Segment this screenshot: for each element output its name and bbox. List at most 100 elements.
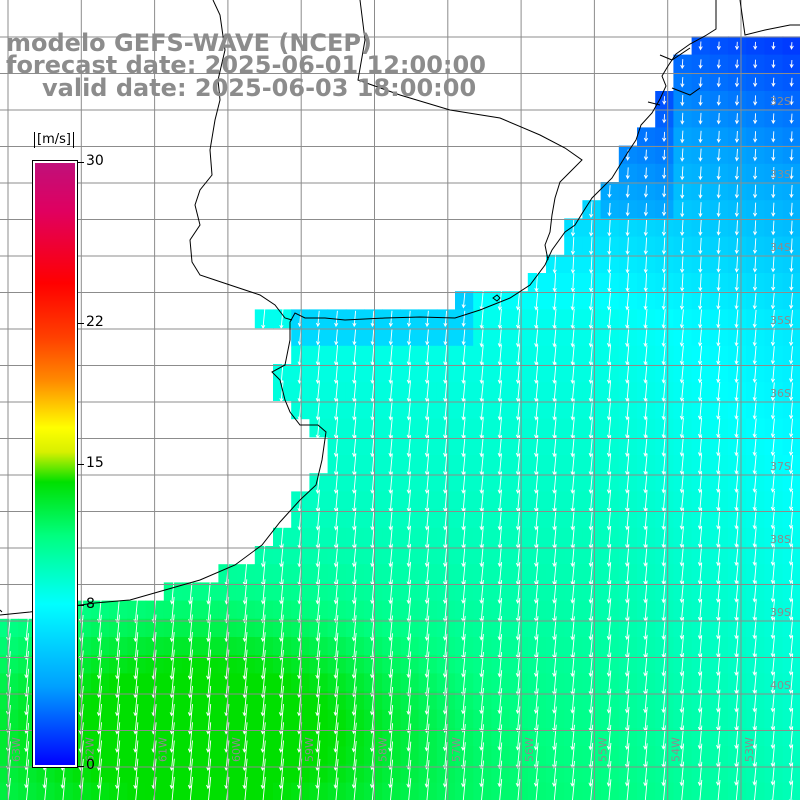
wind-arrow: [680, 77, 685, 88]
wind-arrow: [625, 291, 630, 311]
wind-arrow: [206, 740, 212, 772]
wind-arrow: [661, 689, 666, 714]
wind-arrow: [788, 527, 794, 548]
wind-arrow: [770, 309, 776, 328]
wind-arrow: [442, 633, 448, 660]
wind-arrow: [388, 381, 393, 403]
wind-arrow: [206, 579, 211, 605]
wind-arrow: [443, 328, 448, 346]
wind-arrow: [753, 41, 758, 51]
wind-arrow: [716, 41, 721, 51]
wind-arrow: [661, 761, 666, 787]
wind-arrow: [788, 509, 794, 530]
wind-arrow: [133, 667, 139, 699]
wind-arrow: [661, 652, 666, 677]
wind-arrow: [260, 667, 266, 699]
wind-arrow: [333, 381, 339, 403]
wind-arrow: [406, 687, 412, 716]
wind-arrow: [771, 149, 776, 162]
wind-arrow: [352, 344, 357, 366]
wind-arrow: [734, 113, 739, 125]
wind-arrow: [171, 776, 175, 800]
wind-arrow: [734, 400, 739, 420]
wind-arrow: [698, 112, 703, 125]
wind-arrow: [515, 326, 521, 348]
wind-arrow: [169, 740, 175, 772]
wind-arrow: [206, 614, 212, 643]
wind-arrow: [206, 704, 212, 735]
wind-arrow: [315, 579, 321, 605]
wind-arrow: [589, 237, 594, 256]
wind-arrow: [187, 740, 193, 772]
wind-arrow: [351, 722, 357, 753]
wind-arrow: [789, 220, 794, 236]
wind-arrow: [352, 363, 357, 385]
wind-arrow: [788, 744, 794, 768]
wind-arrow: [770, 400, 775, 420]
wind-arrow: [169, 579, 175, 605]
wind-arrow: [734, 635, 739, 658]
wind-arrow: [135, 776, 139, 800]
wind-arrow: [552, 580, 557, 604]
wind-arrow: [625, 616, 630, 641]
wind-arrow: [770, 635, 775, 658]
wind-arrow: [770, 454, 775, 475]
wind-arrow: [479, 688, 484, 715]
wind-arrow: [260, 649, 266, 680]
wind-arrow: [351, 615, 357, 642]
wind-arrow: [770, 292, 776, 310]
wind-arrow: [716, 472, 721, 494]
wind-arrow: [570, 363, 575, 385]
wind-arrow: [752, 454, 757, 475]
wind-arrow: [188, 579, 193, 605]
wind-arrow: [315, 668, 321, 698]
wind-arrow: [588, 652, 594, 678]
wind-arrow: [388, 399, 393, 421]
wind-arrow: [461, 615, 466, 641]
wind-arrow: [770, 346, 775, 365]
wind-arrow: [680, 273, 685, 292]
wind-arrow: [734, 220, 739, 236]
wind-arrow: [570, 381, 575, 403]
longitude-label: 54W: [670, 737, 683, 762]
wind-arrow: [662, 185, 667, 198]
wind-arrow: [789, 400, 794, 420]
wind-arrow: [789, 292, 794, 310]
wind-arrow: [443, 399, 448, 421]
wind-arrow: [187, 758, 193, 790]
wind-arrow: [697, 454, 703, 475]
wind-arrow: [606, 688, 612, 714]
wind-arrow: [716, 345, 721, 365]
wind-arrow: [716, 635, 721, 658]
wind-arrow: [461, 742, 466, 770]
wind-arrow: [461, 633, 466, 660]
wind-arrow: [388, 686, 394, 716]
wind-arrow: [278, 667, 284, 699]
wind-arrow: [697, 598, 703, 622]
wind-arrow: [260, 614, 266, 643]
wind-arrow: [461, 344, 466, 366]
wind-arrow: [406, 344, 411, 366]
wind-arrow: [515, 580, 521, 604]
wind-arrow: [770, 726, 775, 749]
wind-arrow: [734, 725, 739, 750]
wind-arrow: [588, 706, 594, 733]
wind-arrow: [752, 780, 757, 800]
wind-arrow: [425, 310, 430, 328]
wind-arrow: [206, 649, 212, 680]
wind-arrow: [606, 381, 612, 403]
latitude-label: 35S: [770, 314, 791, 327]
wind-arrow: [643, 453, 648, 476]
wind-arrow: [716, 418, 721, 439]
wind-arrow: [770, 599, 775, 621]
wind-arrow: [697, 363, 703, 384]
wind-arrow: [716, 599, 721, 622]
wind-arrow: [590, 779, 594, 800]
wind-arrow: [352, 381, 357, 403]
wind-arrow: [188, 614, 193, 643]
wind-arrow: [661, 255, 666, 274]
wind-arrow: [716, 327, 721, 347]
wind-arrow: [625, 381, 630, 403]
wind-arrow: [770, 744, 775, 768]
